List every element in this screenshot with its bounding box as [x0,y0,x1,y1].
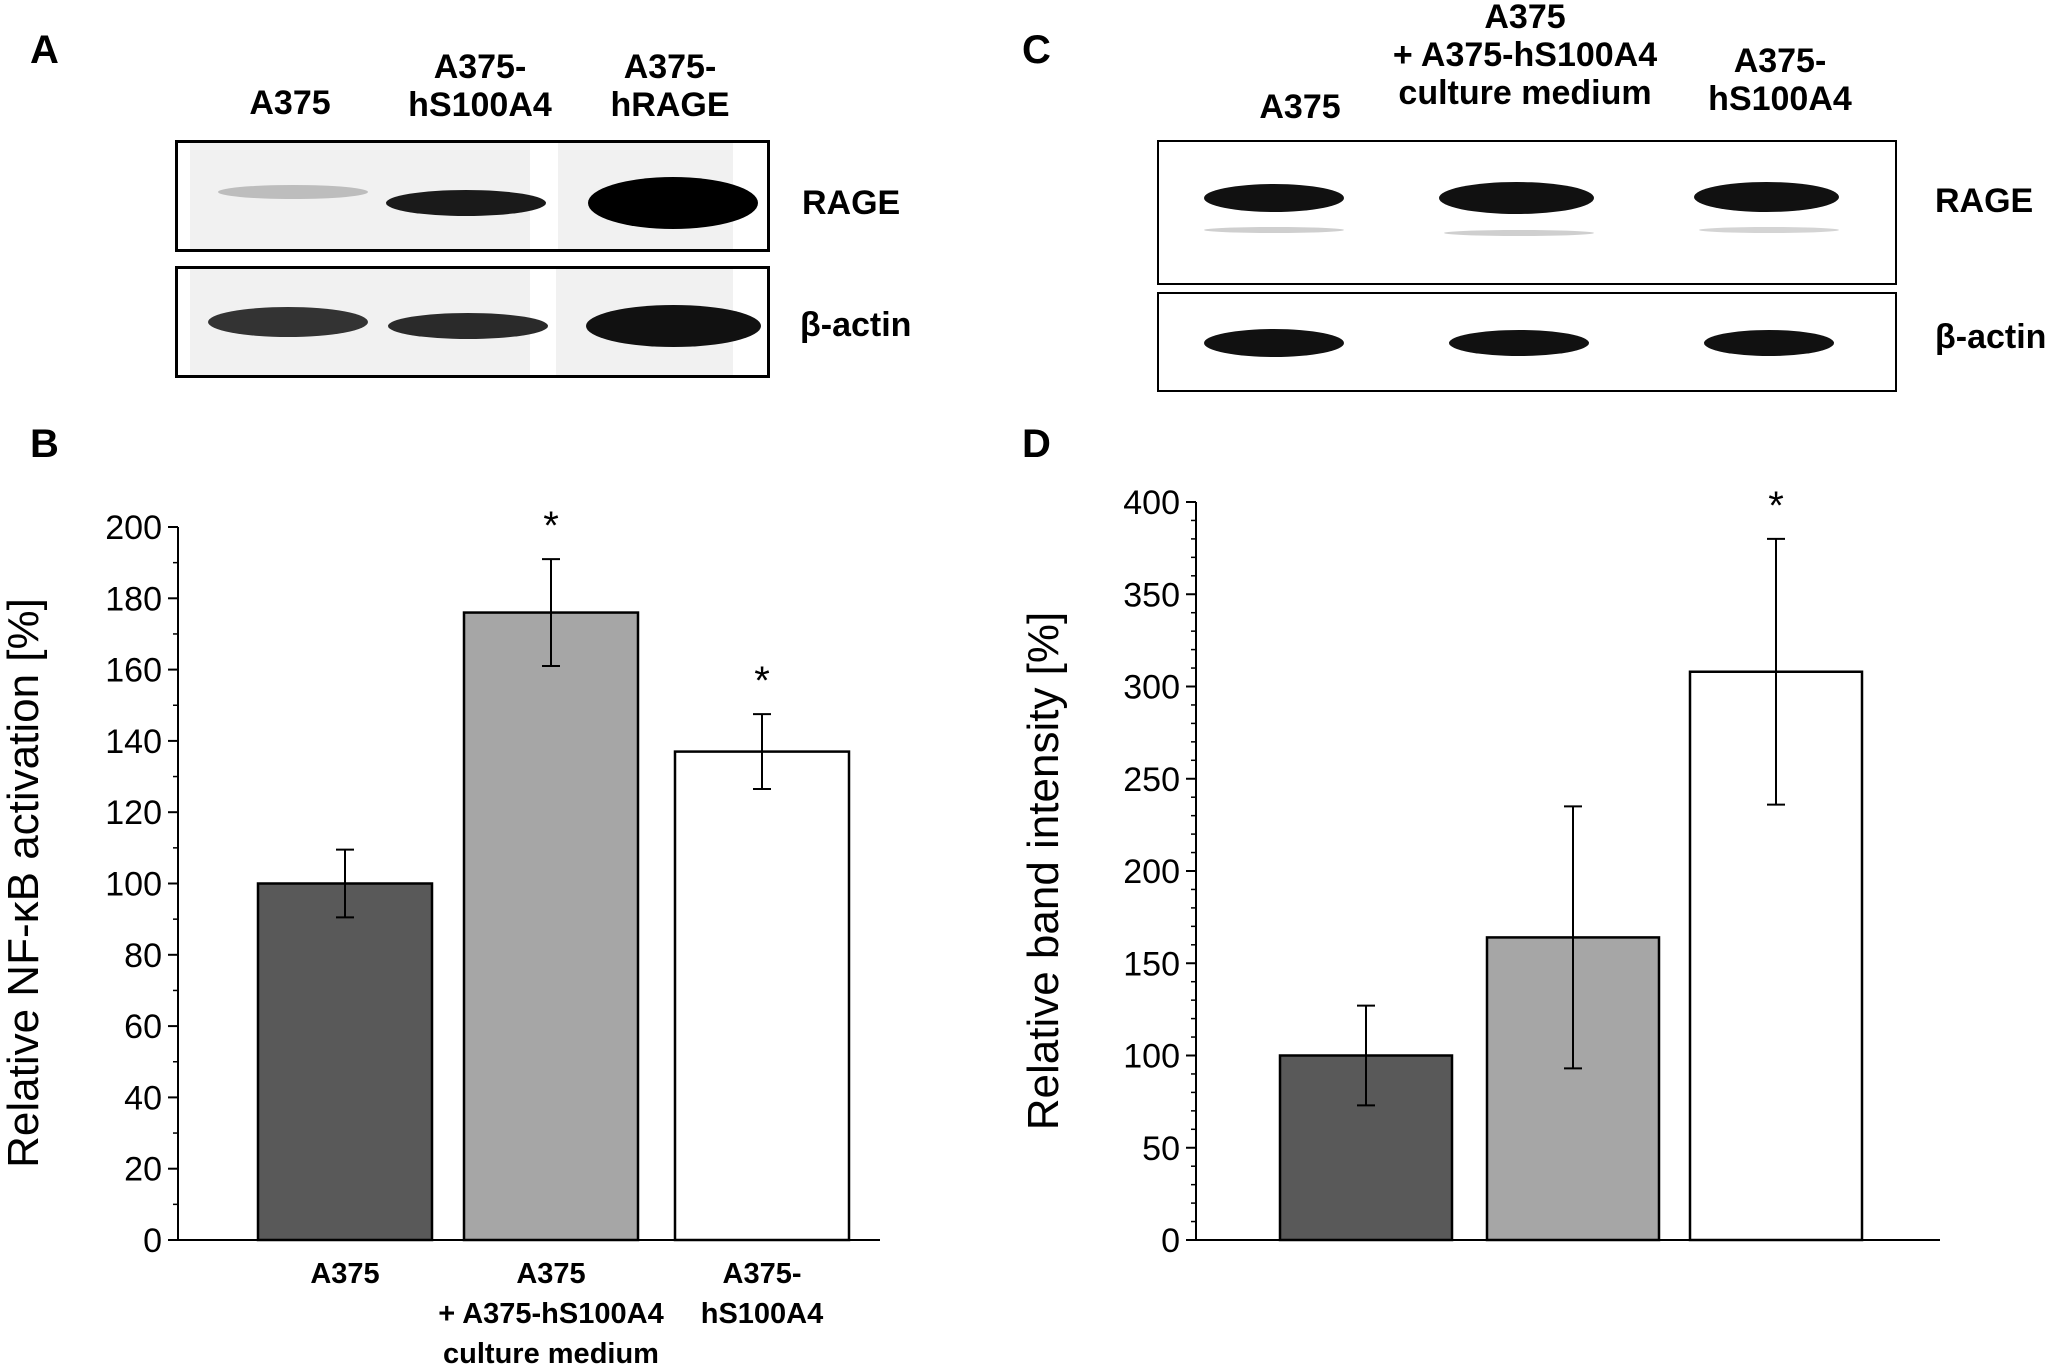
rage-band [1694,182,1839,212]
y-tick-label: 350 [1123,576,1180,614]
bar [673,750,851,1242]
x-tick-label: + A375-hS100A4 [438,1298,663,1330]
y-tick-label: 150 [1123,945,1180,983]
panel-c-rage-blot [1157,140,1897,285]
rage-band [588,177,758,229]
panel-c-lane-label-2: A375 + A375-hS100A4 culture medium [1392,0,1658,112]
actin-band [1704,330,1834,356]
rage-band [1204,184,1344,212]
y-tick-label: 200 [1123,853,1180,891]
y-tick-label: 140 [105,723,162,761]
panel-letter-c: C [1022,28,1051,72]
rage-band [218,185,368,199]
actin-band [388,313,548,339]
panel-a-actin-blot [175,266,770,378]
y-tick-label: 250 [1123,761,1180,799]
y-tick-label: 80 [124,937,162,975]
y-tick-label: 50 [1142,1130,1180,1168]
x-tick-label: culture medium [443,1338,659,1370]
bar [462,611,640,1242]
panel-a-lane-label-1: A375 [249,84,331,122]
faint-band [1444,230,1594,236]
actin-band [1449,330,1589,356]
chart-d: 0 50 100 150 200 250 300 350 400 Relative band in… [1019,484,1940,1260]
significance-marker: * [543,504,559,548]
panel-c-actin-blot [1157,292,1897,392]
y-tick-label: 40 [124,1079,162,1117]
panel-c-rage-label: RAGE [1935,182,2034,220]
y-tick-label: 0 [1161,1222,1180,1260]
x-tick-label: A375 [310,1258,379,1290]
y-tick-label: 0 [143,1222,162,1260]
y-tick-label: 200 [105,509,162,547]
panel-a-rage-blot [175,140,770,252]
faint-band [1204,227,1344,233]
y-tick-label: 20 [124,1151,162,1189]
y-tick-label: 60 [124,1008,162,1046]
panel-letter-b: B [30,422,59,466]
panel-c-lane-label-3: A375- hS100A4 [1708,42,1852,118]
panel-a-actin-label: β-actin [800,306,912,344]
y-tick-label: 180 [105,580,162,618]
bar [256,882,434,1242]
y-tick-label: 100 [105,866,162,904]
y-tick-label: 300 [1123,669,1180,707]
panel-a-lane-label-2: A375- hS100A4 [408,48,552,124]
panel-a-lane-label-3: A375- hRAGE [610,48,730,124]
x-tick-label: A375 [516,1258,585,1290]
x-tick-label: hS100A4 [701,1298,824,1330]
y-tick-label: 400 [1123,484,1180,522]
panel-c-actin-label: β-actin [1935,318,2047,356]
y-tick-label: 160 [105,652,162,690]
rage-band [386,190,546,216]
y-axis-label: Relative NF-κB activation [%] [0,598,48,1168]
rage-band [1439,182,1594,214]
significance-marker: * [1768,484,1784,528]
faint-band [1699,227,1839,233]
panel-letter-d: D [1022,422,1051,466]
y-tick-label: 120 [105,794,162,832]
significance-marker: * [754,659,770,703]
chart-b: 0 20 40 60 80 100 120 140 160 180 200 Relative NF-κ… [0,504,880,1370]
panel-a-rage-label: RAGE [802,184,901,222]
y-tick-label: 100 [1123,1038,1180,1076]
bar [1278,1054,1454,1242]
panel-letter-a: A [30,28,59,72]
actin-band [208,307,368,337]
x-tick-label: A375- [723,1258,802,1290]
panel-c-lane-label-1: A375 [1259,88,1341,126]
actin-band [586,305,761,347]
actin-band [1204,329,1344,357]
y-axis-label: Relative band intensity [%] [1019,612,1068,1131]
